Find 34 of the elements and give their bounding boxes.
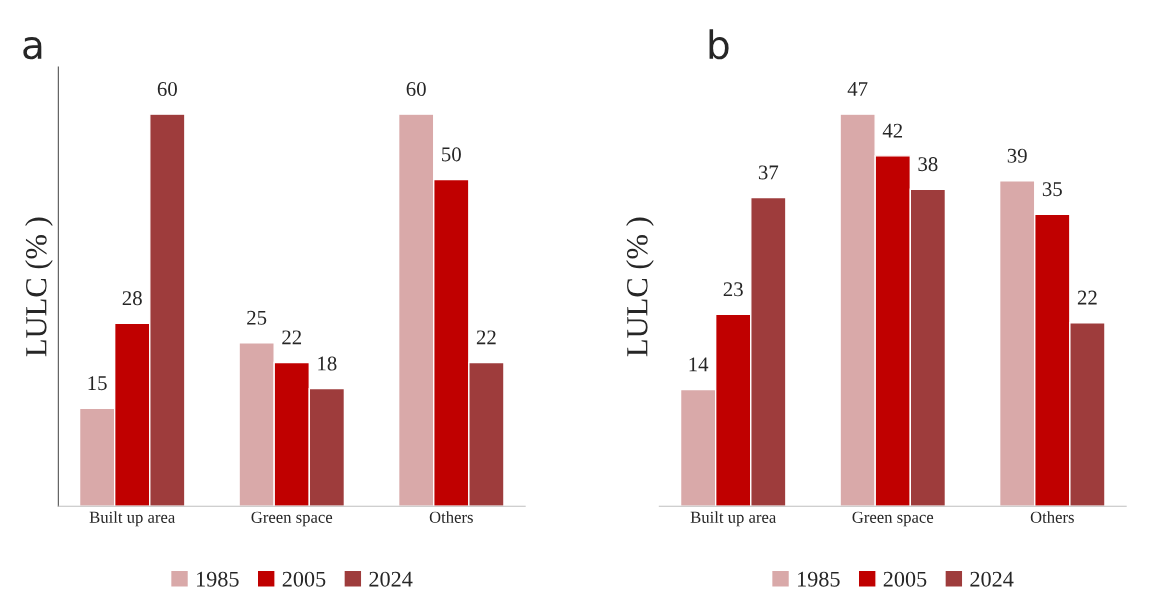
- x-tick-label: Green space: [852, 511, 934, 527]
- data-label: 60: [157, 81, 177, 97]
- data-label: 22: [1077, 290, 1097, 305]
- x-tick-label: Green space: [251, 511, 333, 527]
- y-axis-title: LULC (% ): [626, 217, 654, 357]
- data-label: 15: [88, 376, 107, 391]
- y-axis-title: LULC (% ): [25, 217, 53, 357]
- data-label: 50: [442, 147, 461, 162]
- data-label: 28: [122, 291, 142, 306]
- data-label: 22: [282, 330, 302, 345]
- legend-label: 1985: [197, 571, 239, 587]
- data-label: 47: [847, 82, 868, 96]
- data-label: 14: [689, 357, 709, 372]
- legend-label: 2005: [282, 571, 326, 587]
- data-label: 23: [723, 282, 743, 297]
- legend-label: 2024: [970, 571, 1014, 587]
- data-label: 18: [318, 356, 337, 371]
- x-tick-label: Built up area: [690, 511, 777, 527]
- data-label: 25: [247, 310, 267, 325]
- legend-label: 2005: [883, 571, 927, 587]
- data-label: 35: [1042, 182, 1062, 197]
- legend-label: 1985: [798, 571, 840, 587]
- data-label: 42: [882, 123, 903, 138]
- legend-label: 2024: [369, 571, 413, 587]
- data-label: 22: [476, 330, 496, 345]
- x-tick-label: Built up area: [89, 511, 176, 527]
- x-tick-label: Others: [429, 511, 473, 523]
- data-label: 38: [918, 157, 938, 172]
- chart-title: a: [23, 36, 42, 60]
- data-label: 37: [758, 165, 779, 180]
- chart-title: b: [709, 29, 729, 60]
- x-tick-label: Others: [1030, 511, 1074, 523]
- data-label: 60: [406, 81, 426, 97]
- data-label: 39: [1007, 148, 1027, 163]
